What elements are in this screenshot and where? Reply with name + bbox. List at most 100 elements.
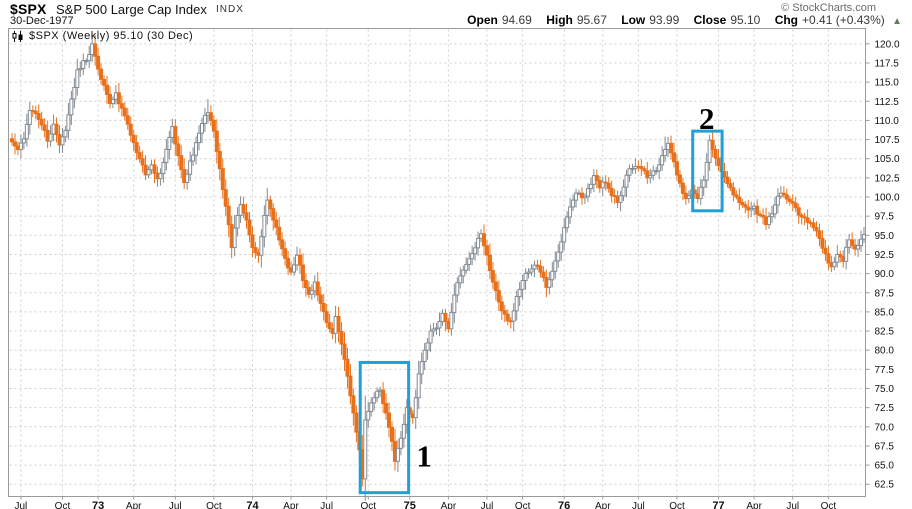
candle-down xyxy=(300,264,305,282)
y-axis-label: 80.0 xyxy=(875,346,895,357)
candle-up xyxy=(398,437,403,449)
candle-down xyxy=(639,166,644,170)
candle-down xyxy=(645,170,650,179)
candle-up xyxy=(292,264,297,273)
candle-down xyxy=(214,130,219,152)
candlestick-icon xyxy=(12,30,23,42)
candle-up xyxy=(547,279,552,288)
up-triangle-icon: ▲ xyxy=(892,16,902,27)
candle-up xyxy=(621,186,626,197)
candle-up xyxy=(199,122,204,134)
candle-up xyxy=(767,216,772,226)
candle-up xyxy=(859,238,864,247)
x-axis-label: Jul xyxy=(15,501,28,509)
candle-down xyxy=(348,375,353,397)
candle-down xyxy=(122,107,127,117)
candle-up xyxy=(188,160,193,175)
candle-down xyxy=(823,247,828,255)
candle-up xyxy=(470,253,475,260)
x-axis-label: Oct xyxy=(206,501,222,509)
candle-down xyxy=(680,182,685,194)
candle-down xyxy=(36,113,41,120)
candle-up xyxy=(559,241,564,253)
x-axis-label: 75 xyxy=(404,500,416,509)
x-axis-label: 73 xyxy=(92,500,104,509)
candle-down xyxy=(137,152,142,160)
candle-down xyxy=(176,143,181,157)
candle-down xyxy=(345,358,350,377)
candle-down xyxy=(740,201,745,206)
candle-down xyxy=(743,204,748,208)
candle-up xyxy=(202,114,207,124)
candle-down xyxy=(318,294,323,304)
candle-up xyxy=(657,164,662,172)
candle-up xyxy=(18,142,23,151)
y-axis-label: 87.5 xyxy=(875,288,895,299)
x-axis-label: Oct xyxy=(515,501,531,509)
candle-down xyxy=(321,302,326,313)
candle-down xyxy=(303,280,308,289)
candle-up xyxy=(66,114,71,131)
x-axis-label: Apr xyxy=(283,501,299,509)
candle-up xyxy=(582,195,587,199)
y-axis-label: 62.5 xyxy=(875,480,895,491)
candle-up xyxy=(523,272,528,282)
y-axis-label: 97.5 xyxy=(875,212,895,223)
candle-up xyxy=(21,138,26,144)
candle-up xyxy=(158,173,163,180)
candle-down xyxy=(606,182,611,189)
candle-down xyxy=(128,123,133,136)
candle-up xyxy=(686,195,691,200)
candle-down xyxy=(484,245,489,256)
y-axis-label: 115.0 xyxy=(875,78,900,89)
candle-down xyxy=(217,150,222,170)
x-axis-label: Apr xyxy=(441,501,457,509)
chart-date: 30-Dec-1977 xyxy=(10,15,74,27)
y-axis-label: 95.0 xyxy=(875,231,895,242)
candle-up xyxy=(419,361,424,375)
candle-down xyxy=(119,103,124,109)
x-axis-label: Oct xyxy=(55,501,71,509)
candle-up xyxy=(775,195,780,206)
candle-down xyxy=(96,55,101,70)
candle-up xyxy=(651,170,656,176)
candle-up xyxy=(60,136,65,146)
candle-down xyxy=(541,271,546,278)
x-axis-label: 76 xyxy=(558,500,570,509)
candle-down xyxy=(838,253,843,258)
candle-up xyxy=(191,154,196,162)
candle-down xyxy=(102,78,107,86)
candle-up xyxy=(69,98,74,116)
candle-up xyxy=(185,173,190,183)
candle-up xyxy=(416,373,421,399)
x-axis-label: Oct xyxy=(360,501,376,509)
candle-up xyxy=(844,246,849,262)
candle-up xyxy=(627,168,632,176)
candle-down xyxy=(324,311,329,324)
candle-up xyxy=(585,188,590,197)
candle-down xyxy=(179,155,184,171)
candle-up xyxy=(194,142,199,156)
candle-down xyxy=(297,254,302,266)
candle-down xyxy=(280,239,285,250)
candle-down xyxy=(140,158,145,166)
candle-down xyxy=(737,196,742,203)
candle-up xyxy=(146,169,151,176)
candle-up xyxy=(835,253,840,263)
candle-up xyxy=(422,349,427,363)
candle-down xyxy=(33,110,38,115)
candle-up xyxy=(431,328,436,332)
candle-down xyxy=(603,181,608,184)
high-value: 95.67 xyxy=(576,13,607,27)
annotation-box-1 xyxy=(358,360,411,495)
candle-down xyxy=(817,230,822,239)
x-axis-label: 77 xyxy=(712,500,724,509)
candle-up xyxy=(464,263,469,271)
candle-up xyxy=(514,296,519,312)
copyright: © StockCharts.com xyxy=(781,2,876,14)
candle-down xyxy=(220,168,225,191)
candle-up xyxy=(366,410,371,421)
candle-down xyxy=(793,202,798,209)
candle-up xyxy=(574,192,579,201)
candle-down xyxy=(482,233,487,247)
